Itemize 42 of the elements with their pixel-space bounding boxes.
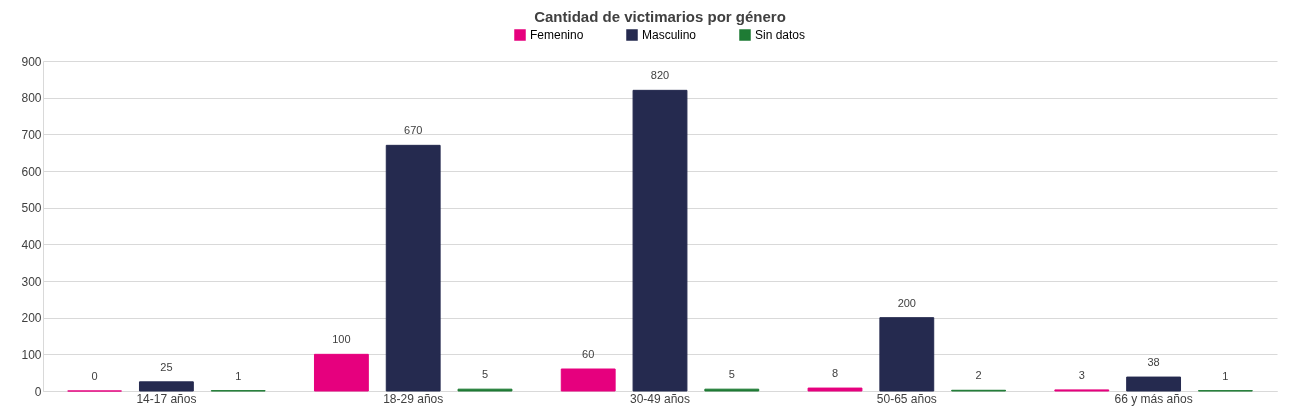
y-tick-label: 300 <box>21 274 42 289</box>
data-label: 100 <box>332 333 351 346</box>
data-label: 2 <box>975 369 982 382</box>
bar <box>807 387 863 392</box>
y-tick-label: 0 <box>34 384 42 399</box>
bar <box>385 144 441 392</box>
bar <box>632 89 688 392</box>
x-tick-label: 30-49 años <box>629 391 691 406</box>
x-tick-label: 50-65 años <box>876 391 937 406</box>
bar <box>313 353 369 392</box>
bar <box>879 317 935 392</box>
y-tick-label: 700 <box>21 127 42 142</box>
data-label: 60 <box>582 348 595 360</box>
y-tick-label: 400 <box>21 237 42 252</box>
data-label: 1 <box>235 369 242 382</box>
chart-title: Cantidad de victimarios por género <box>534 8 786 25</box>
data-label: 200 <box>897 296 916 309</box>
y-tick-label: 600 <box>21 164 42 179</box>
y-tick-label: 900 <box>21 54 42 69</box>
bar <box>560 368 616 392</box>
data-label: 8 <box>831 367 839 380</box>
legend-label: Femenino <box>530 28 584 42</box>
x-tick-label: 18-29 años <box>383 391 444 406</box>
data-label: 25 <box>160 360 173 373</box>
bar <box>1126 376 1182 392</box>
data-label: 1 <box>1222 369 1229 382</box>
data-label: 3 <box>1078 368 1085 381</box>
y-tick-label: 800 <box>21 91 42 106</box>
bar <box>138 381 194 392</box>
data-label: 820 <box>650 69 670 82</box>
y-tick-label: 500 <box>21 201 42 216</box>
legend-label: Masculino <box>642 28 697 42</box>
data-label: 38 <box>1147 356 1160 369</box>
x-tick-label: 14-17 años <box>136 391 197 406</box>
data-label: 0 <box>91 370 98 382</box>
x-tick-label: 66 y más años <box>1114 391 1193 406</box>
data-label: 5 <box>728 368 735 381</box>
data-label: 5 <box>481 368 489 381</box>
y-tick-label: 100 <box>21 347 42 362</box>
y-tick-label: 200 <box>21 311 42 326</box>
data-label: 670 <box>404 124 423 137</box>
legend-label: Sin datos <box>755 28 806 42</box>
